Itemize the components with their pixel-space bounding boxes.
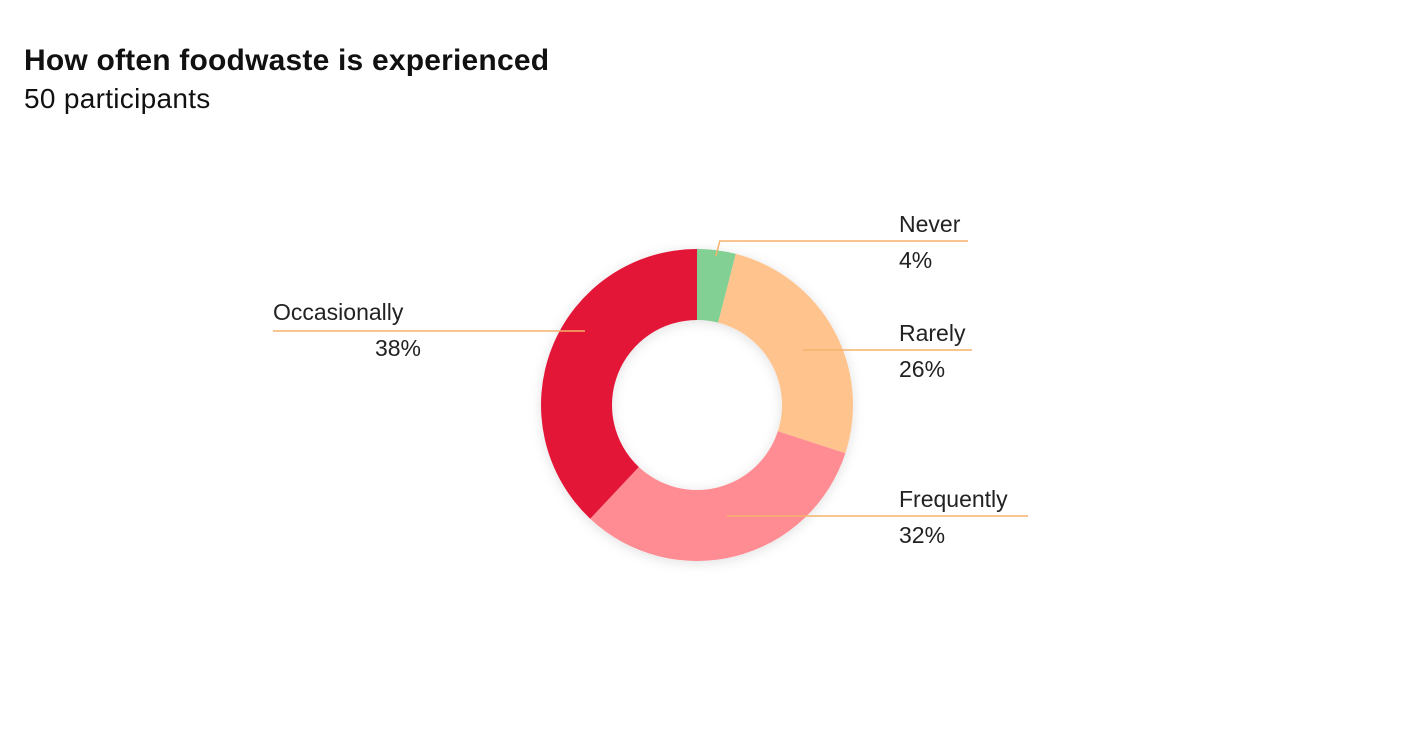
slice-value-frequently: 32%: [899, 522, 945, 548]
slice-frequently: [590, 431, 846, 562]
slice-occasionally: [541, 249, 697, 519]
slice-value-never: 4%: [899, 247, 932, 273]
slice-label-rarely: Rarely: [899, 320, 966, 346]
slice-label-occasionally: Occasionally: [273, 299, 404, 325]
slice-value-rarely: 26%: [899, 356, 945, 382]
slice-labels: Never 4% Rarely 26% Frequently 32% Occasionall…: [273, 211, 1008, 548]
slice-never: [697, 249, 736, 323]
slice-rarely: [718, 253, 853, 454]
donut-slices: [541, 249, 853, 562]
chart-subtitle: 50 participants: [24, 83, 211, 114]
leader-lines: [273, 240, 1028, 517]
slice-label-never: Never: [899, 211, 961, 237]
slice-value-occasionally: 38%: [375, 335, 421, 361]
slice-label-frequently: Frequently: [899, 486, 1008, 512]
chart-title: How often foodwaste is experienced: [24, 44, 550, 77]
leader-line-never: [715, 240, 968, 257]
